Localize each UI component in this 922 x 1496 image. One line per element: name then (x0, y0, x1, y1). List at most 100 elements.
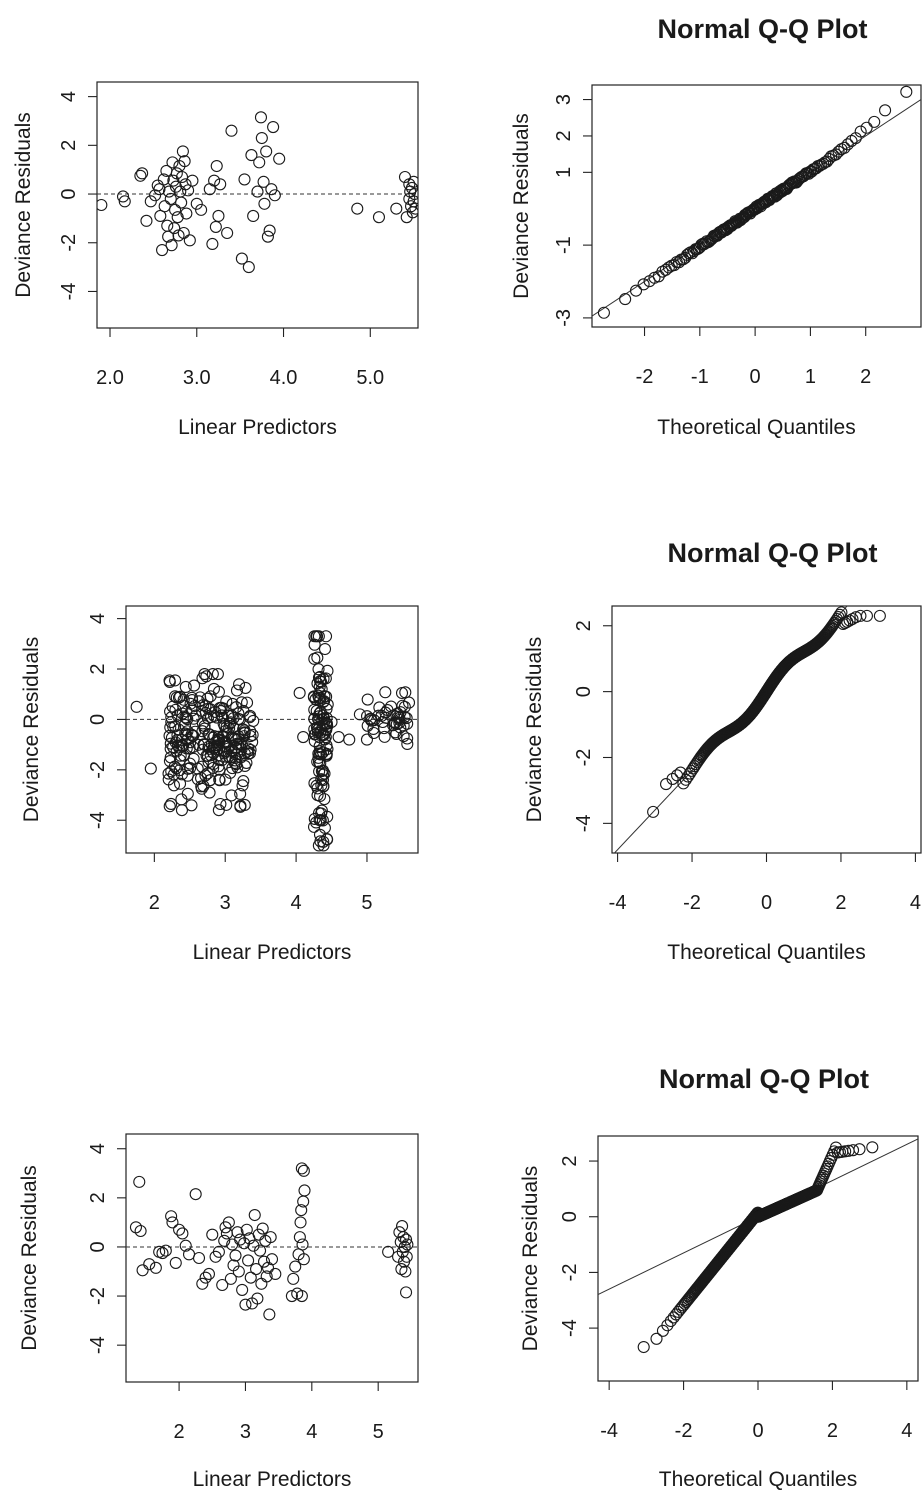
data-point (395, 1262, 408, 1276)
data-point (397, 719, 410, 732)
plot-title: Normal Q-Q Plot (667, 538, 877, 568)
data-point (168, 760, 181, 773)
data-point (175, 804, 188, 817)
data-point (378, 730, 391, 743)
qq-point (666, 772, 679, 785)
data-point (240, 696, 254, 709)
data-point (257, 1255, 271, 1268)
data-point (196, 743, 209, 756)
data-point (315, 748, 328, 761)
data-point (237, 775, 250, 788)
data-point (269, 1267, 282, 1281)
data-point (254, 1244, 267, 1257)
data-point (321, 664, 334, 677)
data-point (144, 195, 157, 208)
data-point (294, 1216, 307, 1229)
data-point (242, 742, 255, 755)
data-point (255, 1277, 268, 1290)
plot-frame (125, 1133, 419, 1383)
data-point (118, 195, 131, 208)
x-tick-label: -2 (675, 1420, 693, 1442)
qq-point (860, 121, 873, 134)
plot-title: Normal Q-Q Plot (657, 14, 867, 44)
x-tick-label: 0 (750, 366, 761, 388)
qq-point (661, 1319, 674, 1332)
data-point (153, 183, 166, 196)
data-point (257, 175, 270, 188)
data-point (243, 747, 256, 760)
qq-point (846, 1144, 860, 1157)
y-tick-label: 2 (87, 1192, 109, 1203)
data-point (130, 700, 143, 713)
data-point (234, 787, 247, 800)
data-point (190, 197, 203, 210)
data-point (216, 1278, 229, 1292)
y-tick-label: -2 (58, 234, 80, 252)
data-point (179, 727, 192, 740)
plot-area (97, 111, 418, 274)
data-point (393, 1226, 406, 1239)
data-point (227, 721, 240, 734)
data-point (248, 1208, 261, 1222)
data-point (179, 1239, 192, 1252)
data-point (166, 156, 179, 169)
data-point (229, 741, 242, 754)
data-point (321, 698, 334, 711)
plot-frame (591, 84, 922, 328)
data-point (174, 690, 187, 703)
data-point (267, 121, 280, 134)
data-point (187, 712, 200, 725)
data-point (244, 709, 257, 722)
data-point (221, 226, 234, 240)
data-point (206, 668, 219, 681)
data-point (308, 728, 321, 741)
data-point (361, 719, 374, 732)
data-point (212, 1245, 225, 1258)
data-point (372, 211, 386, 224)
data-point (218, 1234, 231, 1247)
x-tick-label: 2 (860, 366, 871, 388)
data-point (225, 709, 239, 722)
data-point (211, 668, 224, 681)
data-point (143, 1258, 156, 1271)
x-tick-label: -4 (609, 892, 627, 914)
x-tick-label: 4 (910, 892, 921, 914)
panel-residuals-2: 2 3 4 5 -4 -2 0 2 4 Linear Predictors Deviance Res… (20, 605, 419, 964)
data-point (295, 1290, 308, 1303)
data-point (298, 1184, 311, 1197)
panel-qq-3: -4 -2 0 2 4 -4 -2 0 2 Theoretical Quantiles Devian… (519, 1064, 919, 1491)
y-tick-label: -4 (573, 814, 595, 832)
data-point (318, 793, 331, 806)
data-point (320, 702, 333, 716)
data-point (234, 799, 247, 812)
data-point (175, 793, 188, 806)
data-point (273, 152, 286, 165)
data-point (175, 170, 189, 184)
x-axis-label: Linear Predictors (178, 416, 337, 439)
x-axis-label: Theoretical Quantiles (659, 1468, 857, 1491)
y-tick-label: 0 (559, 1211, 581, 1222)
data-point (169, 1256, 182, 1269)
x-axis-label: Theoretical Quantiles (667, 941, 865, 964)
x-tick-label: 2.0 (96, 367, 124, 389)
data-point (391, 707, 404, 720)
y-tick-label: -4 (87, 811, 109, 829)
data-point (233, 678, 246, 691)
data-point (216, 730, 229, 743)
data-point (315, 765, 328, 778)
qq-point (681, 248, 694, 261)
data-point (319, 672, 332, 685)
x-tick-label: 2 (149, 892, 160, 914)
data-point (287, 1272, 300, 1285)
data-point (177, 226, 190, 240)
qq-point (686, 247, 699, 260)
data-point (174, 185, 187, 198)
qq-point (839, 1145, 852, 1158)
x-tick-label: 0 (761, 892, 772, 914)
qq-point (791, 174, 804, 188)
data-point (258, 197, 271, 210)
qq-point (679, 773, 692, 786)
x-tick-label: -4 (600, 1420, 618, 1442)
data-point (400, 1286, 413, 1299)
data-point (165, 711, 178, 724)
